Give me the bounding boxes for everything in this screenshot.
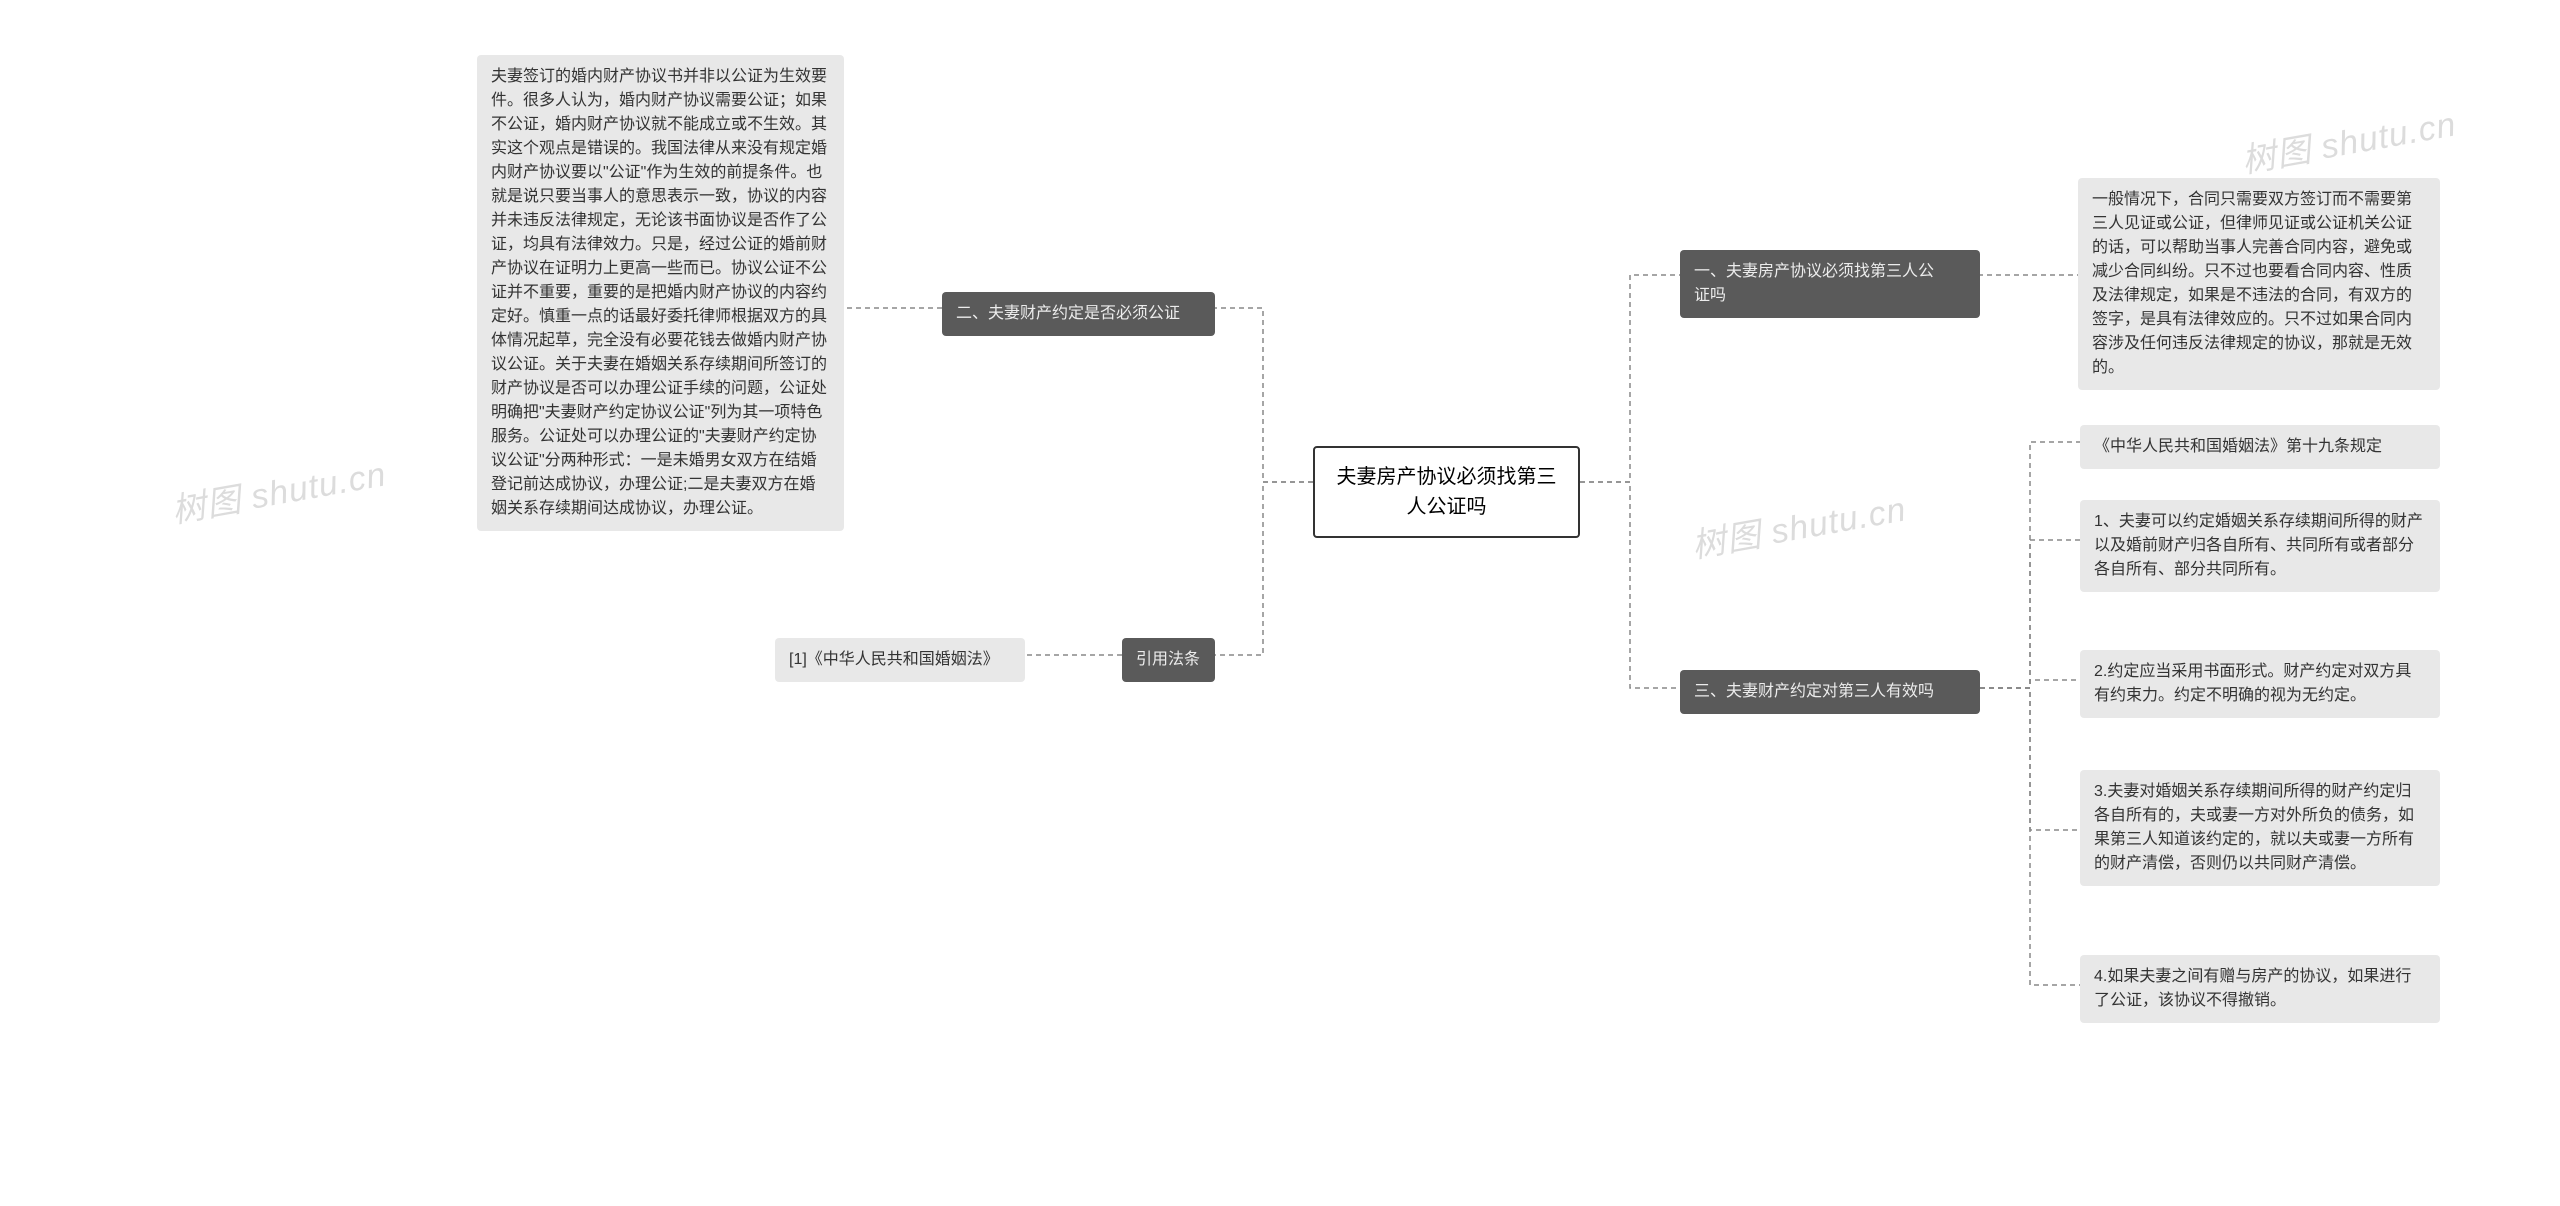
center-node: 夫妻房产协议必须找第三 人公证吗 <box>1313 446 1580 538</box>
watermark: 树图 shutu.cn <box>2237 97 2459 183</box>
center-title: 夫妻房产协议必须找第三 人公证吗 <box>1337 466 1557 518</box>
branch-4: 引用法条 <box>1122 638 1215 682</box>
branch-3-leaf-2-text: 1、夫妻可以约定婚姻关系存续期间所得的财产以及婚前财产归各自所有、共同所有或者部… <box>2094 513 2423 578</box>
branch-3-leaf-2: 1、夫妻可以约定婚姻关系存续期间所得的财产以及婚前财产归各自所有、共同所有或者部… <box>2080 500 2440 592</box>
branch-2-label: 二、夫妻财产约定是否必须公证 <box>956 305 1180 322</box>
branch-1-leaf: 一般情况下，合同只需要双方签订而不需要第三人见证或公证，但律师见证或公证机关公证… <box>2078 178 2440 390</box>
branch-3-leaf-4-text: 3.夫妻对婚姻关系存续期间所得的财产约定归各自所有的，夫或妻一方对外所负的债务，… <box>2094 783 2414 872</box>
branch-3-leaf-5-text: 4.如果夫妻之间有赠与房产的协议，如果进行了公证，该协议不得撤销。 <box>2094 968 2411 1009</box>
branch-3-leaf-3: 2.约定应当采用书面形式。财产约定对双方具有约束力。约定不明确的视为无约定。 <box>2080 650 2440 718</box>
branch-1: 一、夫妻房产协议必须找第三人公 证吗 <box>1680 250 1980 318</box>
branch-3-leaf-4: 3.夫妻对婚姻关系存续期间所得的财产约定归各自所有的，夫或妻一方对外所负的债务，… <box>2080 770 2440 886</box>
branch-4-leaf-text: [1]《中华人民共和国婚姻法》 <box>789 651 999 668</box>
branch-2-leaf: 夫妻签订的婚内财产协议书并非以公证为生效要件。很多人认为，婚内财产协议需要公证；… <box>477 55 844 531</box>
branch-3: 三、夫妻财产约定对第三人有效吗 <box>1680 670 1980 714</box>
branch-3-leaf-3-text: 2.约定应当采用书面形式。财产约定对双方具有约束力。约定不明确的视为无约定。 <box>2094 663 2411 704</box>
watermark: 树图 shutu.cn <box>167 447 389 533</box>
watermark: 树图 shutu.cn <box>1687 482 1909 568</box>
branch-1-label: 一、夫妻房产协议必须找第三人公 证吗 <box>1694 263 1934 304</box>
branch-4-leaf: [1]《中华人民共和国婚姻法》 <box>775 638 1025 682</box>
branch-1-leaf-text: 一般情况下，合同只需要双方签订而不需要第三人见证或公证，但律师见证或公证机关公证… <box>2092 191 2412 376</box>
branch-3-label: 三、夫妻财产约定对第三人有效吗 <box>1694 683 1934 700</box>
branch-4-label: 引用法条 <box>1136 651 1200 668</box>
branch-3-leaf-1-text: 《中华人民共和国婚姻法》第十九条规定 <box>2094 438 2382 455</box>
branch-2-leaf-text: 夫妻签订的婚内财产协议书并非以公证为生效要件。很多人认为，婚内财产协议需要公证；… <box>491 68 827 517</box>
branch-3-leaf-5: 4.如果夫妻之间有赠与房产的协议，如果进行了公证，该协议不得撤销。 <box>2080 955 2440 1023</box>
mindmap-canvas: 树图 shutu.cn 树图 shutu.cn 树图 shutu.cn 夫妻房产… <box>0 0 2560 1206</box>
branch-2: 二、夫妻财产约定是否必须公证 <box>942 292 1215 336</box>
branch-3-leaf-1: 《中华人民共和国婚姻法》第十九条规定 <box>2080 425 2440 469</box>
